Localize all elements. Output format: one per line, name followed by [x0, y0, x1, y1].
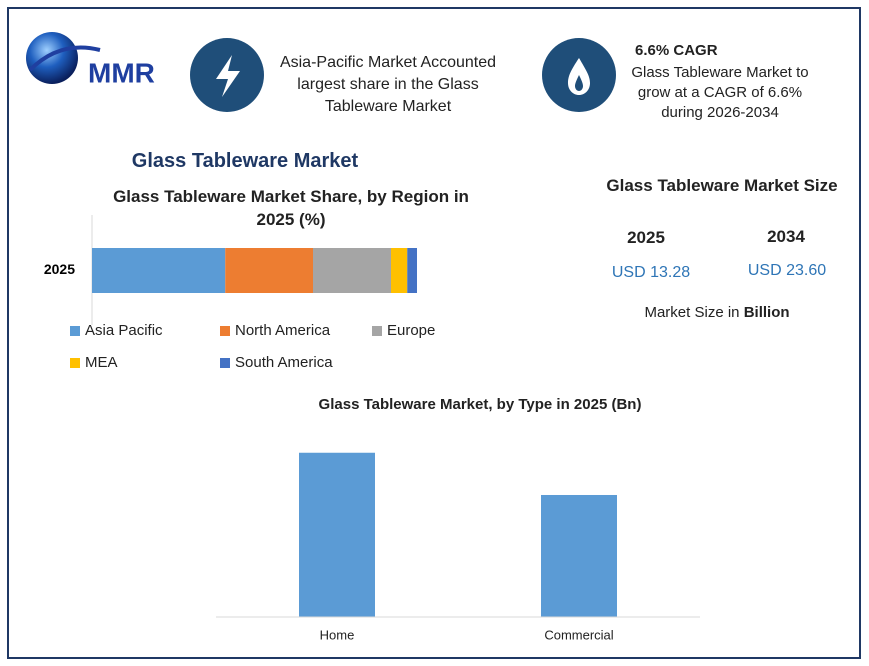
size-note: Market Size in Billion — [600, 304, 834, 321]
chart-title: Glass Tableware Market, by Type in 2025 … — [318, 396, 642, 413]
info-title: 6.6% CAGR — [635, 42, 718, 59]
x-tick-label: Home — [320, 627, 355, 642]
legend-swatch — [372, 326, 382, 336]
charts: 2025 Asia Pacific North America Europe MEA So… — [44, 215, 700, 642]
legend-label: Europe — [387, 322, 435, 339]
bar-segment — [407, 248, 417, 293]
logo-swoosh — [28, 45, 101, 72]
frame — [7, 7, 861, 659]
legend-swatch — [220, 358, 230, 368]
size-year: 2034 — [767, 227, 805, 246]
note-unit: Billion — [743, 304, 790, 321]
flame-icon — [568, 58, 590, 95]
note-text: Market Size in — [644, 304, 740, 321]
legend-label: South America — [235, 354, 333, 371]
size-value: USD 13.28 — [611, 264, 691, 281]
x-tick-label: Commercial — [544, 627, 613, 642]
legend-label: North America — [235, 322, 331, 339]
logo-globe — [26, 32, 78, 84]
legend-label: Asia Pacific — [85, 322, 163, 339]
legend-label: MEA — [85, 354, 118, 371]
lightning-icon — [216, 55, 240, 97]
legend-swatch — [70, 326, 80, 336]
legend-swatch — [220, 326, 230, 336]
size-year: 2025 — [627, 228, 665, 247]
info-text: Asia-Pacific Market Accounted largest sh… — [279, 54, 497, 115]
chart-title: Glass Tableware Market Share, by Region … — [113, 187, 469, 229]
y-tick-label: 2025 — [44, 261, 75, 277]
logo-text: MMR — [88, 57, 155, 88]
bar-segment — [313, 248, 391, 293]
bar — [299, 452, 375, 617]
info-text: Glass Tableware Market to grow at a CAGR… — [631, 64, 809, 121]
size-title: Glass Tableware Market Size — [606, 176, 838, 195]
size-value: USD 23.60 — [747, 262, 827, 279]
bar-segment — [391, 248, 408, 293]
bar — [541, 494, 617, 617]
page-title: Glass Tableware Market — [131, 150, 359, 172]
bar-segment — [92, 248, 226, 293]
legend-swatch — [70, 358, 80, 368]
bar-segment — [225, 248, 313, 293]
